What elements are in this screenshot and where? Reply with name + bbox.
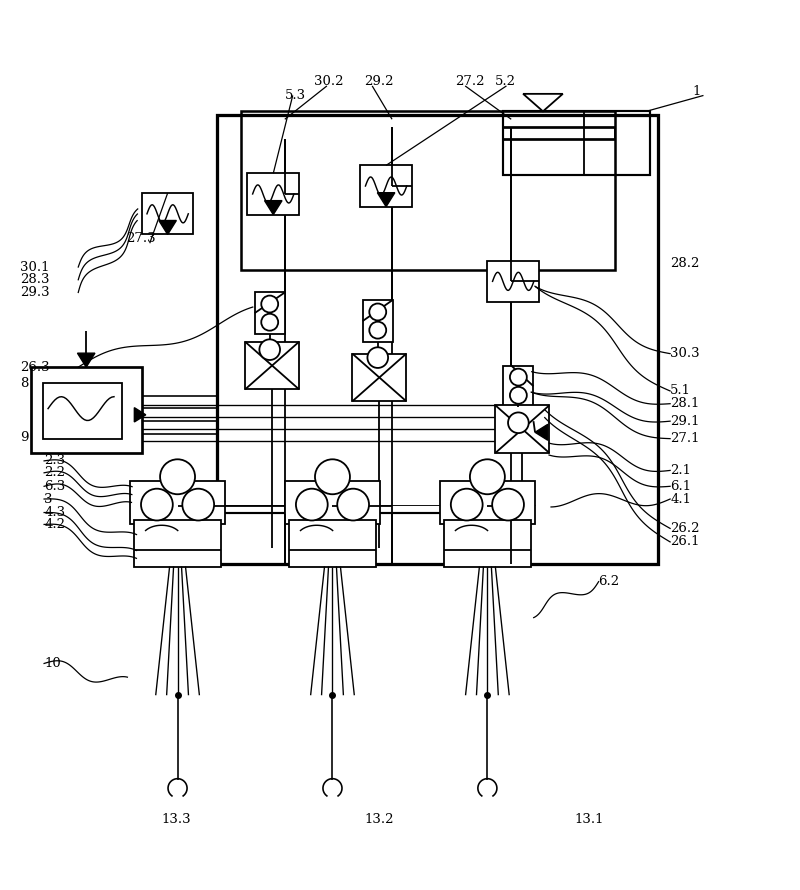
- Text: 6.1: 6.1: [670, 480, 691, 493]
- Text: 5.3: 5.3: [285, 89, 306, 102]
- Text: 4.2: 4.2: [44, 518, 65, 531]
- Polygon shape: [265, 200, 282, 214]
- Text: 29.1: 29.1: [670, 415, 700, 428]
- Bar: [30, 368, 142, 453]
- Text: 2.2: 2.2: [44, 466, 65, 480]
- Text: 27.2: 27.2: [456, 75, 485, 87]
- Text: 5.1: 5.1: [670, 384, 691, 398]
- Bar: [487, 261, 539, 302]
- Text: 27.3: 27.3: [126, 232, 155, 245]
- Circle shape: [141, 489, 173, 521]
- Text: 30.1: 30.1: [20, 261, 50, 273]
- Bar: [245, 342, 299, 390]
- Bar: [360, 166, 412, 206]
- Text: 5.2: 5.2: [495, 75, 516, 87]
- Circle shape: [370, 303, 386, 320]
- Text: 26.3: 26.3: [20, 360, 50, 374]
- Bar: [362, 301, 393, 342]
- Text: 28.3: 28.3: [20, 273, 50, 287]
- Bar: [289, 521, 376, 567]
- Circle shape: [262, 314, 278, 331]
- Text: 2.1: 2.1: [670, 464, 691, 477]
- Text: 29.3: 29.3: [20, 286, 50, 299]
- Text: 28.1: 28.1: [670, 397, 699, 410]
- Circle shape: [510, 368, 527, 385]
- Text: 26.1: 26.1: [670, 536, 700, 548]
- Text: 27.1: 27.1: [670, 433, 700, 445]
- Text: 6.3: 6.3: [44, 480, 66, 493]
- Bar: [247, 174, 299, 214]
- Text: 30.2: 30.2: [314, 75, 344, 87]
- Circle shape: [370, 321, 386, 338]
- Bar: [285, 481, 380, 524]
- Text: 13.2: 13.2: [364, 813, 394, 827]
- Circle shape: [492, 489, 524, 521]
- Text: 8: 8: [20, 376, 29, 390]
- Circle shape: [259, 339, 280, 360]
- Text: 10: 10: [44, 657, 61, 670]
- Text: 28.2: 28.2: [670, 257, 699, 271]
- Circle shape: [338, 489, 369, 521]
- Bar: [503, 366, 534, 407]
- Circle shape: [470, 459, 505, 494]
- Polygon shape: [134, 408, 146, 422]
- Bar: [503, 111, 650, 175]
- Bar: [444, 521, 531, 567]
- Circle shape: [182, 489, 214, 521]
- Text: 2.3: 2.3: [44, 455, 66, 467]
- Bar: [218, 116, 658, 564]
- Text: 4.3: 4.3: [44, 506, 66, 519]
- Text: 26.2: 26.2: [670, 522, 700, 535]
- Polygon shape: [378, 192, 395, 206]
- Polygon shape: [523, 93, 563, 111]
- Circle shape: [451, 489, 482, 521]
- Bar: [134, 521, 222, 567]
- Bar: [130, 481, 226, 524]
- Polygon shape: [78, 353, 95, 368]
- Polygon shape: [159, 221, 176, 234]
- Text: 3: 3: [44, 492, 53, 506]
- Text: 9: 9: [20, 431, 29, 443]
- Bar: [142, 193, 194, 234]
- Text: 13.1: 13.1: [574, 813, 604, 827]
- Circle shape: [262, 295, 278, 312]
- Polygon shape: [535, 425, 548, 441]
- Bar: [241, 111, 614, 271]
- Circle shape: [160, 459, 195, 494]
- Text: 1: 1: [692, 85, 701, 98]
- Bar: [42, 383, 122, 439]
- Text: 6.2: 6.2: [598, 575, 620, 588]
- Text: 4.1: 4.1: [670, 492, 691, 506]
- Text: 13.3: 13.3: [162, 813, 191, 827]
- Bar: [495, 405, 550, 453]
- Text: 29.2: 29.2: [364, 75, 394, 87]
- Text: 30.3: 30.3: [670, 347, 700, 360]
- Bar: [440, 481, 535, 524]
- Circle shape: [510, 387, 527, 404]
- Bar: [352, 353, 406, 401]
- Circle shape: [367, 347, 388, 368]
- Circle shape: [296, 489, 328, 521]
- Circle shape: [315, 459, 350, 494]
- Circle shape: [508, 412, 529, 433]
- Bar: [254, 293, 285, 334]
